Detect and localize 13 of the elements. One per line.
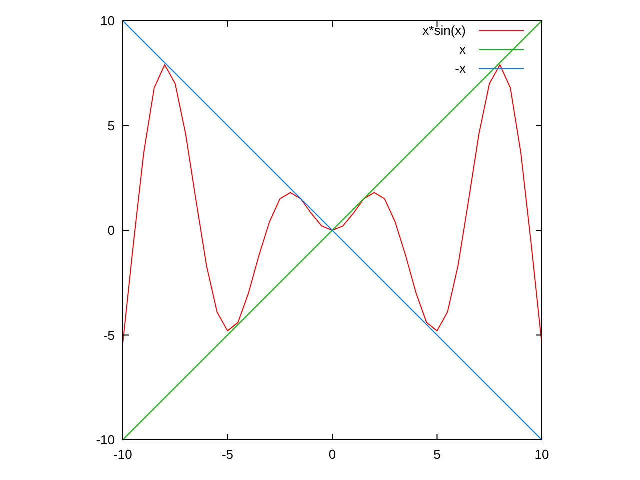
legend-label: x xyxy=(460,42,466,57)
y-tick-label: 10 xyxy=(100,14,115,29)
y-tick-label: -10 xyxy=(96,432,115,448)
x-tick-label: -5 xyxy=(222,447,234,462)
x-tick-label: 10 xyxy=(534,447,550,462)
line-series xyxy=(122,64,542,344)
legend-label: x*sin(x) xyxy=(422,23,466,38)
x-tick-label: 0 xyxy=(328,447,336,462)
x-tick-label: 5 xyxy=(434,447,441,462)
y-tick-label: 5 xyxy=(108,118,115,134)
y-tick-label: -5 xyxy=(103,328,115,343)
y-tick-label: 0 xyxy=(108,223,115,238)
legend-label: -x xyxy=(455,61,466,76)
